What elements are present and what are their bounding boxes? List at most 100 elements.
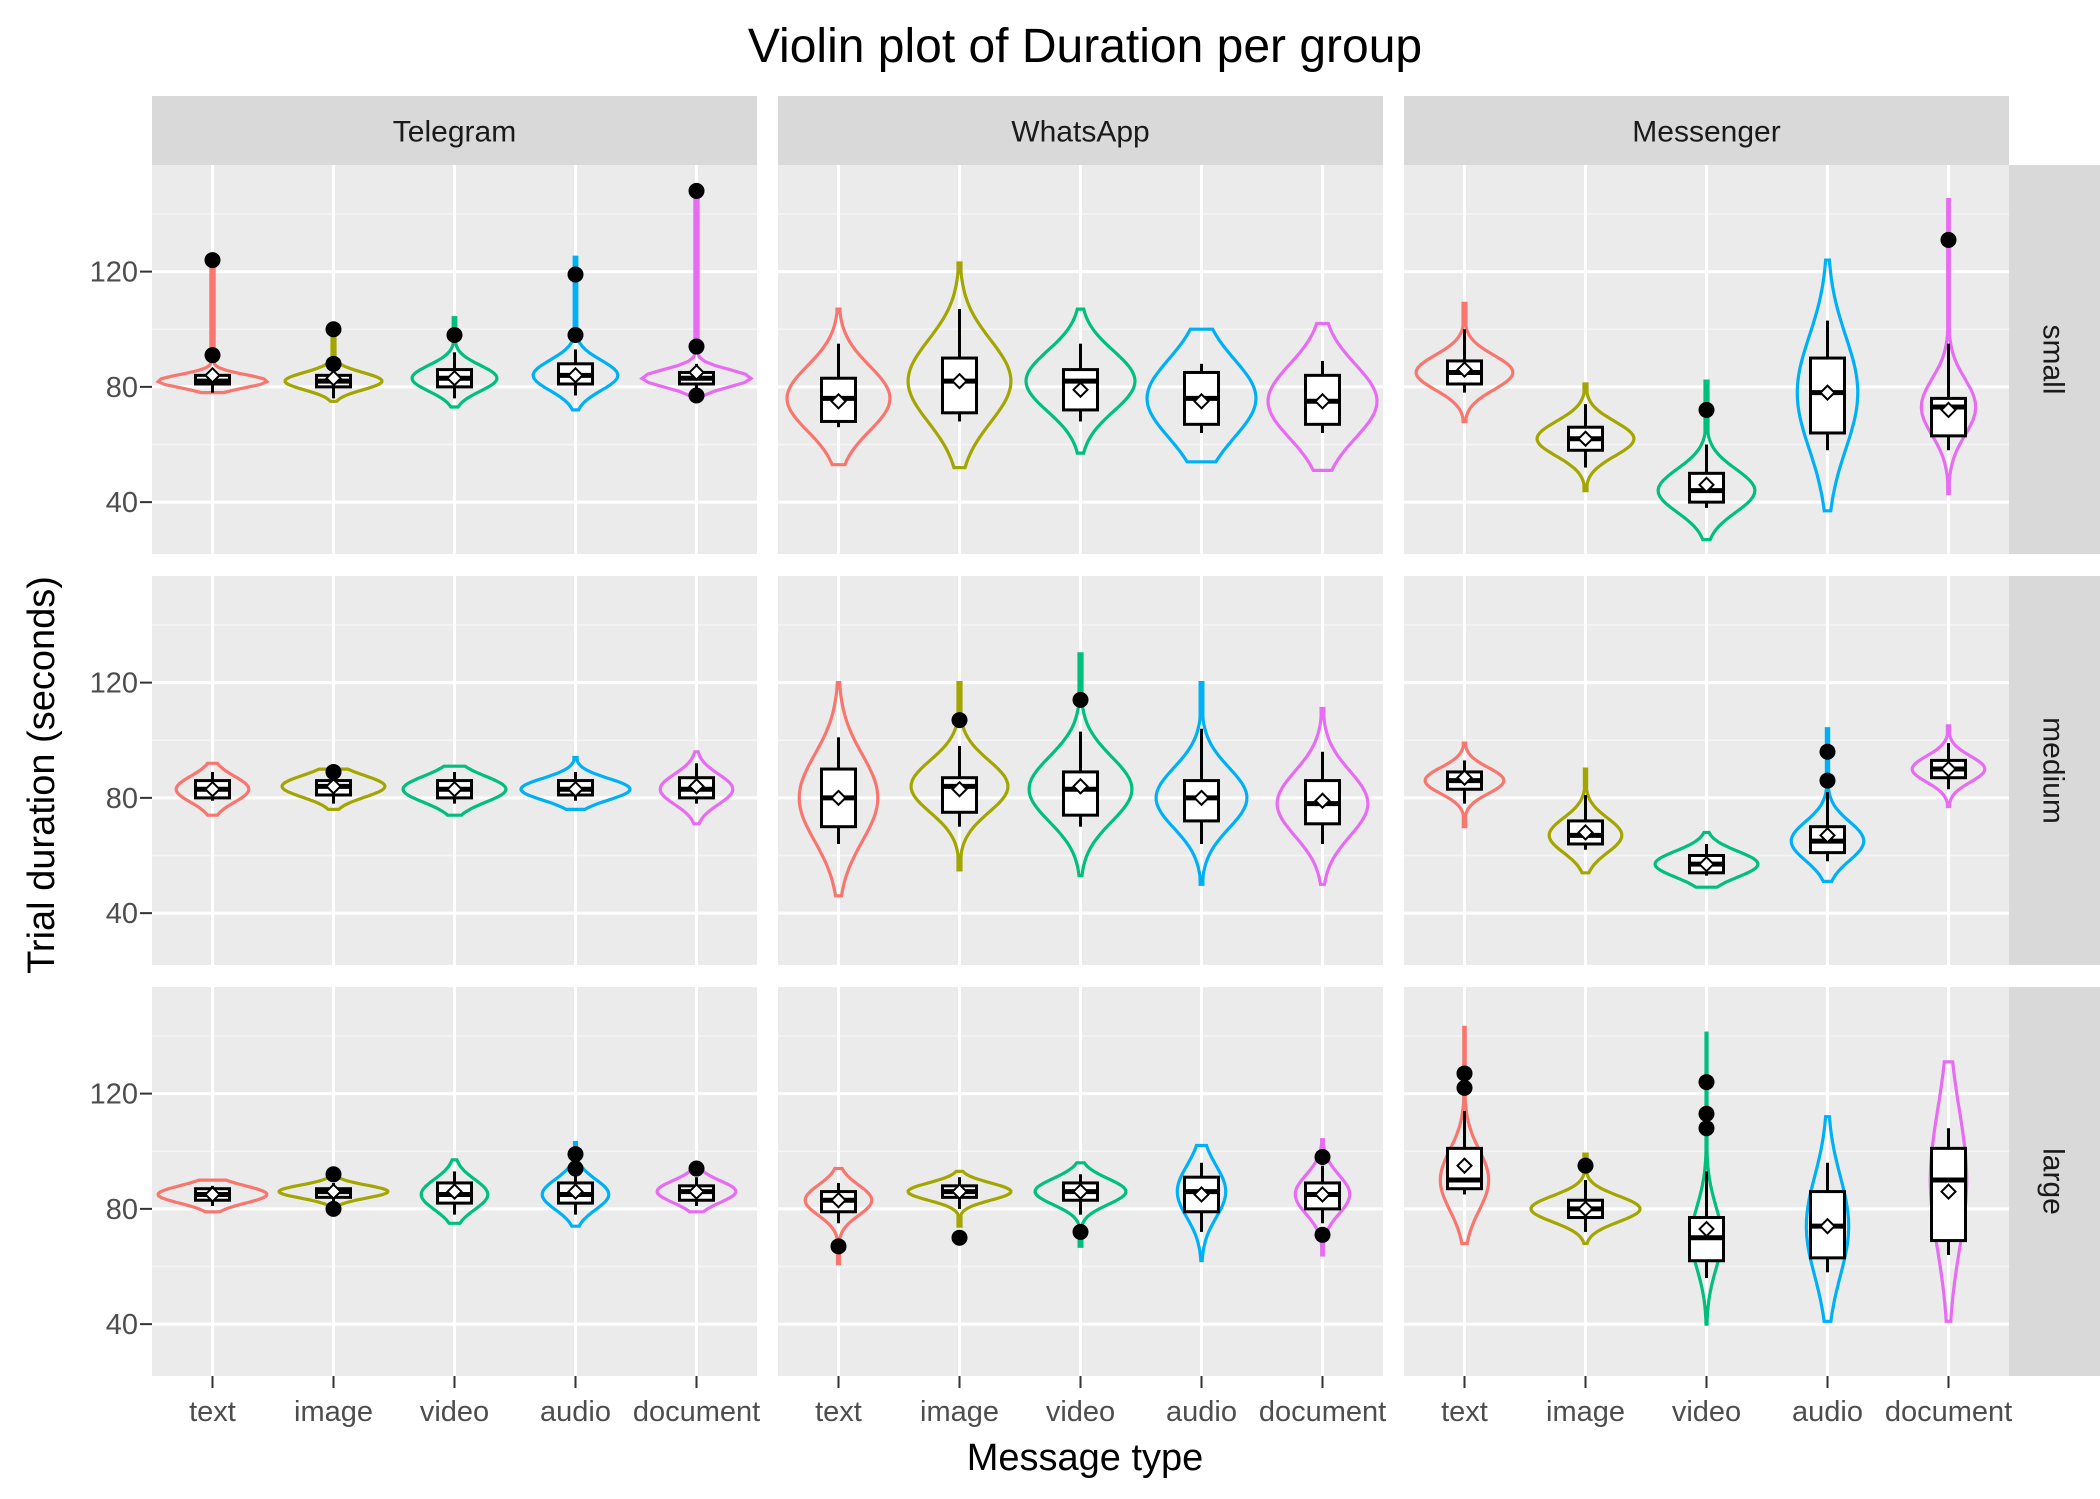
x-tick-label: video bbox=[1046, 1396, 1115, 1428]
strip-label-large: large bbox=[2037, 1148, 2070, 1215]
outlier-point bbox=[1314, 1226, 1331, 1243]
mean-marker bbox=[567, 1183, 584, 1201]
y-tick-label: 40 bbox=[106, 898, 138, 930]
mean-marker bbox=[688, 364, 705, 381]
strip-right-medium bbox=[2009, 576, 2100, 965]
mean-marker bbox=[1940, 401, 1957, 419]
panel-whatsapp-large bbox=[778, 987, 1383, 1376]
outlier-point bbox=[688, 338, 705, 355]
strip-label-whatsapp: WhatsApp bbox=[1011, 116, 1149, 149]
mean-marker bbox=[567, 366, 584, 384]
violin-image bbox=[1535, 382, 1636, 493]
violin-document bbox=[1275, 706, 1370, 886]
violin-audio bbox=[519, 755, 632, 811]
outlier-point bbox=[446, 327, 463, 344]
violin-text bbox=[803, 1166, 874, 1266]
mean-marker bbox=[1698, 855, 1715, 873]
strip-label-messenger: Messenger bbox=[1632, 116, 1780, 149]
violin-video bbox=[1653, 830, 1760, 889]
outlier-point bbox=[688, 182, 705, 199]
mean-marker bbox=[1314, 792, 1331, 810]
y-axis-title: Trial duration (seconds) bbox=[21, 576, 63, 974]
mean-marker bbox=[1072, 1183, 1089, 1201]
outlier-point bbox=[567, 1160, 584, 1177]
x-tick-label: audio bbox=[1166, 1396, 1237, 1428]
mean-marker bbox=[830, 1191, 847, 1209]
violin-image bbox=[280, 767, 387, 811]
mean-marker bbox=[1577, 1200, 1594, 1218]
mean-marker bbox=[446, 369, 463, 387]
outlier-point bbox=[567, 1146, 584, 1163]
panel-messenger-medium bbox=[1404, 576, 2009, 965]
outlier-point bbox=[1577, 1157, 1594, 1174]
violin-image bbox=[1529, 1152, 1642, 1246]
mean-marker bbox=[1819, 1217, 1836, 1235]
outlier-point bbox=[325, 1166, 342, 1183]
panel-telegram-large bbox=[152, 987, 757, 1376]
x-tick-label: audio bbox=[540, 1396, 611, 1428]
strip-top-whatsapp bbox=[778, 96, 1383, 165]
mean-marker bbox=[1577, 430, 1594, 448]
violin-video bbox=[410, 316, 499, 409]
mean-marker bbox=[567, 780, 584, 798]
mean-marker bbox=[951, 1183, 968, 1201]
violin-document bbox=[658, 750, 735, 826]
mean-marker bbox=[1193, 789, 1210, 807]
mean-marker bbox=[1072, 381, 1089, 399]
violin-text bbox=[1423, 741, 1506, 829]
mean-marker bbox=[204, 780, 221, 798]
x-tick-label: document bbox=[1259, 1396, 1386, 1428]
mean-marker bbox=[325, 1183, 342, 1201]
violin-text bbox=[156, 1178, 269, 1214]
violin-video bbox=[1027, 652, 1134, 878]
violin-document bbox=[1910, 724, 1987, 809]
mean-marker bbox=[325, 777, 342, 795]
mean-marker bbox=[951, 372, 968, 390]
outlier-point bbox=[567, 327, 584, 344]
outlier-point bbox=[1698, 1120, 1715, 1137]
strip-label-telegram: Telegram bbox=[393, 116, 516, 149]
mean-marker bbox=[325, 369, 342, 387]
violin-audio bbox=[1145, 327, 1258, 464]
mean-marker bbox=[1072, 777, 1089, 795]
outlier-point bbox=[204, 347, 221, 364]
violin-text bbox=[174, 761, 251, 817]
y-tick-label: 80 bbox=[106, 372, 138, 404]
panel-messenger-large bbox=[1404, 987, 2009, 1376]
x-tick-label: document bbox=[633, 1396, 760, 1428]
outlier-point bbox=[1456, 1065, 1473, 1082]
panel-messenger-small bbox=[1404, 165, 2009, 554]
outlier-point bbox=[567, 266, 584, 283]
violin-document bbox=[1919, 198, 1978, 496]
y-tick-label: 40 bbox=[106, 1309, 138, 1341]
violin-audio bbox=[1175, 1143, 1228, 1263]
outlier-point bbox=[325, 321, 342, 338]
violin-image bbox=[906, 1169, 1013, 1228]
box-image bbox=[941, 356, 978, 415]
strip-top-messenger bbox=[1404, 96, 2009, 165]
x-tick-label: document bbox=[1885, 1396, 2012, 1428]
x-axis-title: Message type bbox=[967, 1437, 1204, 1479]
y-tick-label: 120 bbox=[90, 257, 138, 289]
outlier-point bbox=[1698, 1074, 1715, 1091]
outlier-point bbox=[830, 1238, 847, 1255]
x-tick-label: image bbox=[1546, 1396, 1625, 1428]
mean-marker bbox=[446, 780, 463, 798]
mean-marker bbox=[1577, 824, 1594, 841]
strip-right-small bbox=[2009, 165, 2100, 554]
violin-text bbox=[1414, 301, 1515, 424]
panel-telegram-medium bbox=[152, 576, 757, 965]
mean-marker bbox=[1698, 476, 1715, 494]
outlier-point bbox=[1940, 231, 1957, 248]
x-tick-label: video bbox=[420, 1396, 489, 1428]
mean-marker bbox=[446, 1183, 463, 1201]
outlier-point bbox=[325, 355, 342, 372]
mean-marker bbox=[1456, 1157, 1473, 1175]
mean-marker bbox=[1819, 826, 1836, 844]
violin-audio bbox=[1795, 258, 1860, 513]
mean-marker bbox=[1819, 384, 1836, 402]
panel-telegram-small bbox=[152, 165, 757, 554]
violin-video bbox=[401, 764, 508, 817]
mean-marker bbox=[1940, 760, 1957, 778]
